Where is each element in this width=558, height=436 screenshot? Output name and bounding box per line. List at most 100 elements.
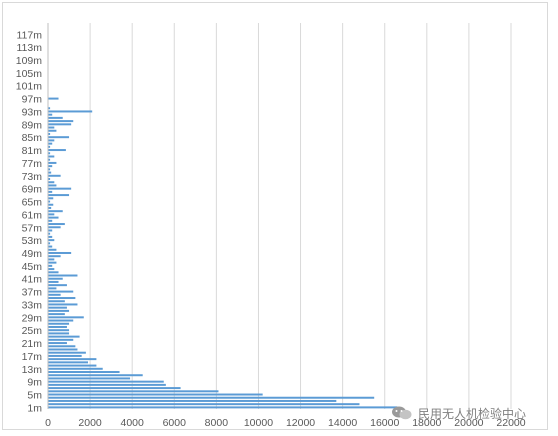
bar xyxy=(48,367,103,370)
y-tick-label: 105m xyxy=(16,68,43,80)
bar xyxy=(48,284,67,287)
bar xyxy=(48,277,63,280)
bar xyxy=(48,110,93,113)
bar xyxy=(48,139,55,142)
bar xyxy=(48,178,51,180)
bar xyxy=(48,319,74,322)
bar xyxy=(48,203,54,206)
bar xyxy=(48,258,55,261)
y-tick-label: 97m xyxy=(22,94,43,106)
y-tick-label: 101m xyxy=(16,81,43,93)
bar xyxy=(48,152,51,155)
bar xyxy=(48,300,65,303)
bar xyxy=(48,335,80,338)
bar xyxy=(48,274,78,277)
bar xyxy=(48,390,219,393)
y-tick-label: 117m xyxy=(17,29,43,41)
bar xyxy=(48,251,72,254)
bar xyxy=(48,264,53,267)
bar xyxy=(48,374,143,377)
bar xyxy=(48,268,55,271)
bar xyxy=(48,354,82,357)
gridlines xyxy=(89,23,512,409)
bar xyxy=(48,171,52,174)
y-tick-label: 33m xyxy=(22,299,43,311)
x-tick-label: 8000 xyxy=(205,417,229,429)
bar xyxy=(48,142,53,145)
bar xyxy=(48,396,375,399)
x-tick-label: 4000 xyxy=(121,417,145,429)
bar xyxy=(48,216,59,219)
bar xyxy=(48,332,70,335)
bar xyxy=(48,197,54,200)
bar xyxy=(48,371,120,373)
y-tick-label: 93m xyxy=(22,106,43,118)
bar xyxy=(48,161,57,164)
bar xyxy=(48,293,61,296)
bar xyxy=(48,129,57,132)
y-tick-label: 29m xyxy=(22,312,43,324)
bar xyxy=(48,194,70,197)
bar xyxy=(48,377,131,380)
x-tick-labels: 0 2000 4000 6000 8000 10000 12000 14000 16000 180… xyxy=(45,417,526,429)
y-tick-label: 13m xyxy=(22,364,43,376)
bar xyxy=(48,181,55,184)
bar xyxy=(48,345,76,348)
bar xyxy=(48,239,55,242)
bar xyxy=(48,361,88,364)
bar xyxy=(48,364,97,367)
bar xyxy=(48,329,70,332)
bar xyxy=(48,280,59,283)
bar xyxy=(48,387,181,390)
bar xyxy=(48,116,63,119)
bar xyxy=(48,303,78,306)
x-tick-label: 2000 xyxy=(78,417,102,429)
y-tick-label: 53m xyxy=(22,235,43,247)
y-tick-label: 77m xyxy=(22,158,43,170)
bar xyxy=(48,316,84,319)
bar xyxy=(48,158,51,161)
watermark-text: 民用无人机检验中心 xyxy=(418,406,527,421)
bar xyxy=(48,309,70,312)
x-tick-label: 6000 xyxy=(163,417,187,429)
y-tick-label: 21m xyxy=(22,338,43,350)
bar xyxy=(48,200,51,203)
bar xyxy=(48,399,337,402)
bar xyxy=(48,358,97,361)
bar xyxy=(48,248,57,251)
y-tick-labels: 1m5m9m13m17m21m25m29m33m37m41m45m49m53m5… xyxy=(16,29,43,414)
y-tick-label: 17m xyxy=(22,351,43,363)
bar xyxy=(48,184,57,187)
bar xyxy=(48,325,67,328)
bar xyxy=(48,348,78,351)
bar xyxy=(48,406,398,409)
y-tick-label: 45m xyxy=(22,261,43,273)
bar xyxy=(48,380,164,383)
x-tick-label: 12000 xyxy=(286,417,315,429)
bar xyxy=(48,242,51,245)
bar xyxy=(48,235,53,238)
y-tick-label: 61m xyxy=(22,209,43,221)
bar xyxy=(48,338,74,341)
bar xyxy=(48,342,67,345)
x-tick-label: 14000 xyxy=(328,417,357,429)
bar xyxy=(48,190,53,193)
bar xyxy=(48,168,51,171)
bar xyxy=(48,126,55,129)
bar xyxy=(48,290,74,293)
bar xyxy=(48,229,53,232)
chart-frame: 1m 5m 9m 13m 17m 21m 25m 29m 33m 37m 41m 45m 49m 53m 5… xyxy=(2,2,548,430)
bar xyxy=(48,297,76,300)
bar xyxy=(48,393,263,396)
bar xyxy=(48,226,61,229)
y-tick-label: 41m xyxy=(22,274,43,286)
x-tick-label: 18000 xyxy=(412,417,441,429)
y-tick-label: 5m xyxy=(27,390,42,402)
y-tick-label: 73m xyxy=(22,171,43,183)
bar xyxy=(48,210,63,213)
bar xyxy=(48,403,360,406)
bar xyxy=(48,206,52,209)
x-tick-label: 0 xyxy=(45,417,51,429)
y-tick-label: 25m xyxy=(22,325,43,337)
y-tick-label: 1m xyxy=(27,402,42,414)
